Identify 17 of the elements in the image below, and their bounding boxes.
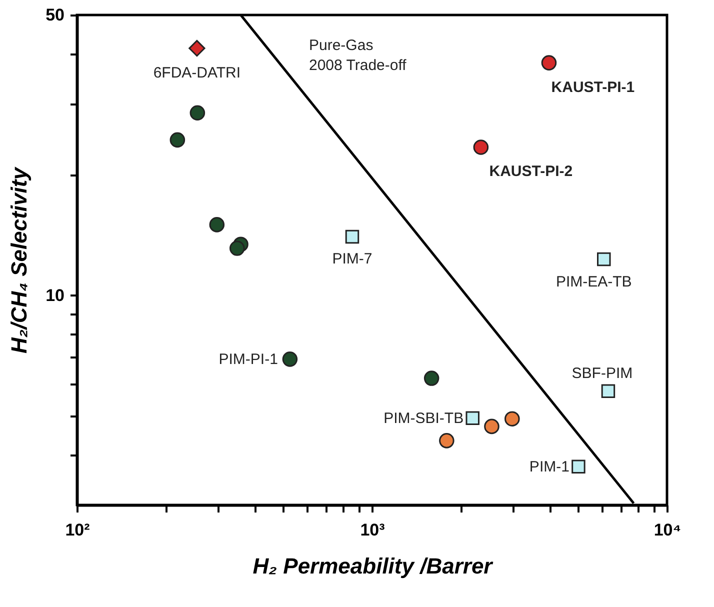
x-tick-label: 10² [65,520,90,540]
annotation: KAUST-PI-1 [551,78,635,96]
annotation: PIM-1 [529,458,570,476]
y-tick-label: 50 [46,6,64,24]
x-axis-title: H₂ Permeability /Barrer [252,554,494,578]
y-tick-label: 10 [46,286,64,305]
annotation: PIM-PI-1 [218,351,278,368]
x-tick-label: 10⁴ [654,520,682,540]
y-axis-title: H₂/CH₄ Selectivity [6,166,32,354]
annotation: PIM-EA-TB [556,273,632,290]
annotation: KAUST-PI-2 [489,163,573,180]
annotation: 6FDA-DATRI [153,64,241,82]
annotation: SBF-PIM [572,365,633,382]
annotation: PIM-SBI-TB [384,410,464,428]
x-tick-label: 10³ [360,520,386,540]
annotation: PIM-7 [332,250,372,268]
annotation: Pure-Gas 2008 Trade-off [309,37,408,74]
